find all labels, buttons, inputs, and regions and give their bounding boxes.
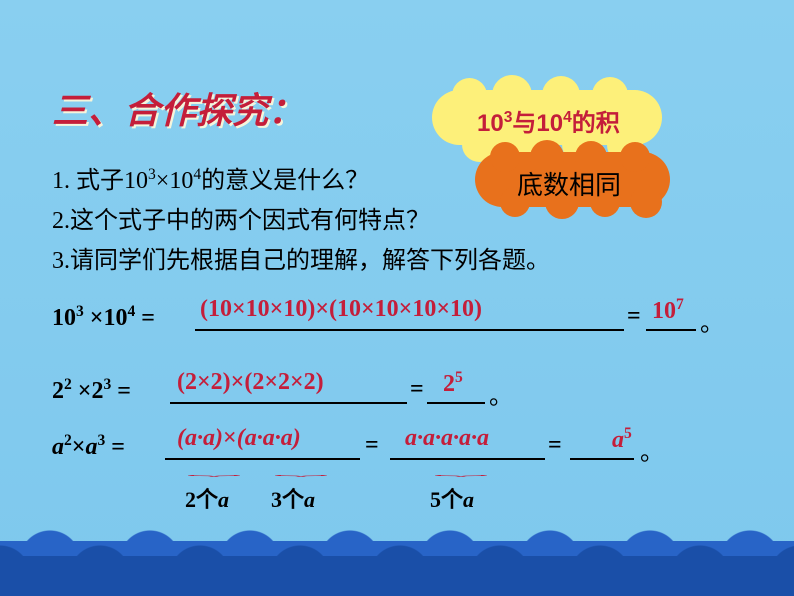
- period: 。: [489, 376, 513, 411]
- equation-3-lhs: a2×a3 =: [52, 432, 125, 461]
- label-5a: 5个a: [430, 482, 474, 514]
- question-3: 3.请同学们先根据自己的理解，解答下列各题。: [52, 240, 550, 275]
- equation-2-result: 25: [443, 369, 463, 398]
- blank-line: [570, 458, 634, 460]
- cloud1-text: 103与104的积: [477, 103, 620, 138]
- equation-1-expansion: (10×10×10)×(10×10×10×10): [200, 296, 482, 323]
- cloud2-text: 底数相同: [517, 165, 621, 202]
- equation-3-expansion: (a·a)×(a·a·a): [177, 425, 301, 452]
- question-2: 2.这个式子中的两个因式有何特点？: [52, 200, 430, 235]
- label-2a: 2个a: [185, 482, 229, 514]
- cloud-callout-2: 底数相同: [475, 152, 670, 207]
- equation-2-lhs: 22 ×23 =: [52, 376, 131, 405]
- equation-1-result: 107: [652, 296, 684, 325]
- brace-icon: ⏟: [274, 467, 328, 477]
- equation-2-expansion: (2×2)×(2×2×2): [177, 369, 324, 396]
- label-3a: 3个a: [271, 482, 315, 514]
- blank-line: [165, 458, 360, 460]
- blank-line: [646, 329, 696, 331]
- period: 。: [700, 303, 724, 338]
- equals-sign: =: [410, 376, 424, 403]
- blank-line: [427, 402, 485, 404]
- section-title: 三、合作探究：: [52, 82, 304, 134]
- equation-3-result: a5: [612, 425, 632, 454]
- blank-line: [195, 329, 624, 331]
- blank-line: [170, 402, 407, 404]
- equals-sign: =: [548, 432, 562, 459]
- wave-decoration: [0, 526, 794, 596]
- equation-1-lhs: 103 ×104 =: [52, 303, 155, 332]
- blank-line: [390, 458, 545, 460]
- equation-3-expansion2: a·a·a·a·a: [405, 425, 489, 452]
- brace-icon: ⏟: [434, 467, 488, 477]
- brace-icon: ⏟: [187, 467, 241, 477]
- question-1: 1. 式子103×104的意义是什么？: [52, 160, 369, 195]
- equals-sign: =: [627, 303, 641, 330]
- period: 。: [640, 432, 664, 467]
- equals-sign: =: [365, 432, 379, 459]
